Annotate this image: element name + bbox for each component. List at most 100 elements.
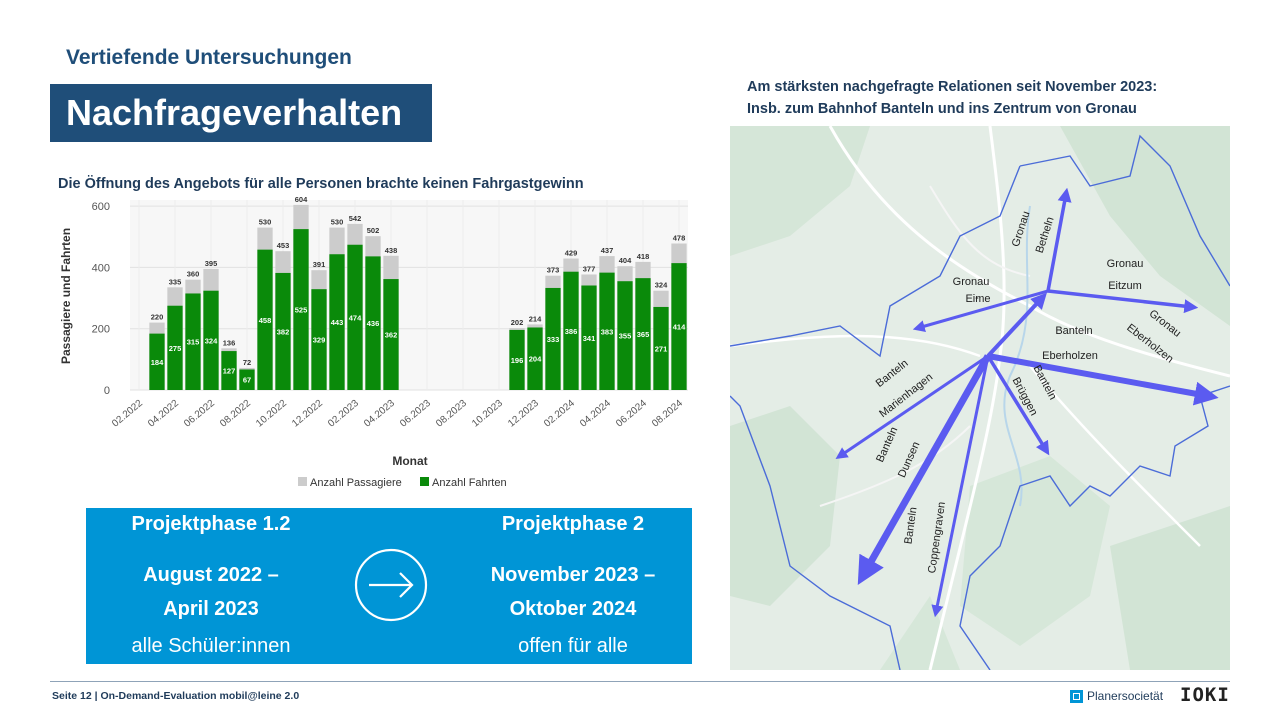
- data-label-fahrten: 127: [223, 367, 236, 376]
- data-label-passagiere: 377: [583, 264, 596, 273]
- data-label-passagiere: 438: [385, 246, 398, 255]
- bar-fahrten: [365, 256, 381, 390]
- x-tick-label: 04.2024: [578, 398, 613, 430]
- chart-caption: Die Öffnung des Angebots für alle Person…: [58, 176, 584, 192]
- data-label-fahrten: 443: [331, 318, 344, 327]
- chart-legend: Anzahl Passagiere Anzahl Fahrten: [298, 477, 507, 489]
- data-label-passagiere: 418: [637, 252, 650, 261]
- ioki-logo: IOKI: [1180, 684, 1230, 706]
- map-caption: Am stärksten nachgefragte Relationen sei…: [747, 76, 1157, 120]
- x-tick-label: 10.2022: [254, 398, 289, 430]
- bar-fahrten: [581, 285, 597, 390]
- data-label-fahrten: 386: [565, 327, 578, 336]
- bar-fahrten: [545, 287, 561, 390]
- relation-map: Gronau Betheln Gronau - Eime Gronau Eitz…: [730, 126, 1230, 670]
- data-label-passagiere: 604: [295, 196, 308, 204]
- legend-swatch: [298, 477, 307, 486]
- footer-text: Seite 12 | On-Demand-Evaluation mobil@le…: [52, 690, 300, 702]
- bar-fahrten: [635, 278, 651, 390]
- phase-right-audience: offen für alle: [518, 635, 628, 657]
- data-label-fahrten: 341: [583, 334, 596, 343]
- y-tick-label: 600: [92, 201, 110, 213]
- bar-fahrten: [311, 289, 327, 390]
- data-label-fahrten: 67: [243, 376, 251, 385]
- arrow-right-circle-icon: [354, 548, 428, 622]
- x-tick-label: 06.2023: [398, 398, 433, 430]
- data-label-fahrten: 324: [205, 336, 218, 345]
- arrow-banteln-eberholzen: [987, 353, 1219, 406]
- data-label-passagiere: 530: [331, 218, 344, 227]
- data-label-fahrten: 458: [259, 316, 272, 325]
- bar-fahrten: [239, 369, 255, 390]
- relation-label: Gronau: [1107, 258, 1144, 270]
- map-caption-line1: Am stärksten nachgefragte Relationen sei…: [747, 79, 1158, 95]
- relation-arrows: [835, 187, 1219, 618]
- arrow-banteln-dunsen: [857, 354, 992, 585]
- arrow-banteln-coppengraven: [931, 355, 990, 618]
- phase-right-heading: Projektphase 2: [501, 513, 645, 535]
- relation-label: Eime: [965, 293, 990, 305]
- data-label-passagiere: 530: [259, 218, 272, 227]
- x-tick-label: 02.2024: [542, 398, 577, 430]
- x-tick-label: 08.2023: [434, 398, 469, 430]
- relation-label: Gronau: [1147, 308, 1183, 340]
- arrow-gronau-eitzum: [1047, 289, 1199, 314]
- arrow-gronau-betheln: [1046, 187, 1072, 292]
- data-label-fahrten: 355: [619, 332, 632, 341]
- x-tick-label: 10.2023: [470, 398, 505, 430]
- data-label-passagiere: 542: [349, 214, 362, 223]
- forest-area: [1110, 506, 1230, 670]
- data-label-passagiere: 335: [169, 277, 182, 286]
- data-label-passagiere: 502: [367, 226, 380, 235]
- data-label-fahrten: 333: [547, 335, 560, 344]
- arrow-gronau-eime: [912, 289, 1049, 332]
- bar-fahrten: [653, 306, 669, 390]
- bar-fahrten: [221, 351, 237, 390]
- x-axis-label: Monat: [392, 454, 427, 468]
- bar-fahrten: [257, 249, 273, 390]
- title-banner: Nachfrageverhalten: [50, 84, 432, 142]
- relation-label: Eberholzen: [1042, 350, 1098, 362]
- forest-area: [730, 126, 870, 256]
- y-tick-label: 0: [104, 385, 110, 397]
- relation-label: Betheln: [1034, 215, 1057, 254]
- data-label-passagiere: 136: [223, 338, 236, 347]
- arrow-banteln-gronau: [986, 292, 1047, 358]
- x-tick-label: 08.2024: [650, 398, 685, 430]
- phase-left-heading: Projektphase 1.2: [131, 513, 291, 535]
- bar-chart: 220 184 335 275 360 315 395 324 136 127 72 67 530 458…: [59, 196, 688, 489]
- relation-label: Banteln: [1055, 325, 1092, 337]
- y-tick-label: 400: [92, 262, 110, 274]
- footer-divider: [50, 681, 1230, 682]
- data-label-passagiere: 220: [151, 313, 164, 322]
- x-tick-label: 12.2023: [506, 398, 541, 430]
- forest-area: [960, 456, 1110, 646]
- data-label-fahrten: 382: [277, 327, 290, 336]
- map-canvas: Gronau Betheln Gronau - Eime Gronau Eitz…: [730, 126, 1230, 670]
- x-tick-label: 04.2022: [146, 398, 181, 430]
- x-tick-label: 02.2022: [110, 398, 145, 430]
- data-label-passagiere: 391: [313, 260, 326, 269]
- legend-label: Anzahl Fahrten: [432, 477, 507, 489]
- data-label-fahrten: 383: [601, 327, 614, 336]
- x-tick-label: 08.2022: [218, 398, 253, 430]
- arrow-banteln-brueggen: [986, 355, 1050, 456]
- bar-fahrten: [329, 254, 345, 390]
- bar-fahrten: [617, 281, 633, 390]
- data-label-passagiere: 429: [565, 249, 578, 258]
- data-label-passagiere: 395: [205, 259, 218, 268]
- bar-fahrten: [599, 272, 615, 390]
- relation-label: -: [975, 292, 979, 304]
- data-label-passagiere: 214: [529, 314, 542, 323]
- data-label-passagiere: 202: [511, 318, 524, 327]
- relation-label: Eitzum: [1108, 280, 1142, 292]
- data-label-fahrten: 365: [637, 330, 650, 339]
- arrow-banteln-marienhagen: [835, 354, 989, 460]
- x-tick-label: 02.2023: [326, 398, 361, 430]
- bar-fahrten: [293, 229, 309, 390]
- river: [1003, 205, 1031, 507]
- bar-fahrten: [563, 271, 579, 390]
- y-axis-label: Passagiere und Fahrten: [59, 228, 73, 364]
- data-label-fahrten: 436: [367, 319, 380, 328]
- planersocietaet-logo-icon: [1070, 689, 1083, 703]
